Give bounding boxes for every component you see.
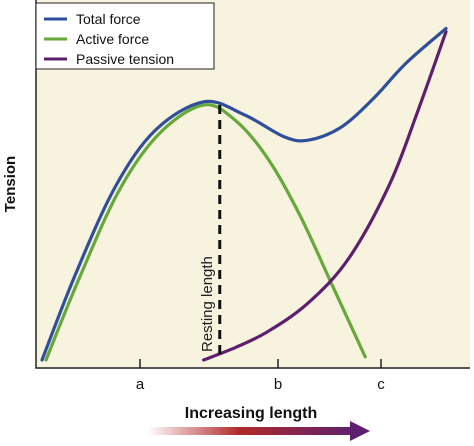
axes bbox=[35, 0, 470, 369]
x-tick-label: b bbox=[274, 376, 282, 393]
x-ticks: a b c bbox=[136, 359, 385, 393]
total-force-curve bbox=[40, 26, 448, 362]
active-force-curve bbox=[44, 103, 367, 362]
legend-label: Active force bbox=[76, 31, 149, 47]
y-axis-label: Tension bbox=[2, 156, 19, 212]
x-tick-label: c bbox=[377, 376, 385, 393]
resting-length-label: Resting length bbox=[199, 256, 216, 352]
legend-label: Total force bbox=[76, 11, 141, 27]
passive-tension-curve bbox=[202, 30, 448, 362]
legend: Total force Active force Passive tension bbox=[35, 2, 215, 70]
curves bbox=[40, 26, 448, 362]
legend-label: Passive tension bbox=[76, 51, 174, 67]
x-tick-label: a bbox=[136, 376, 145, 393]
x-axis-label: Increasing length bbox=[185, 405, 317, 422]
increasing-length-arrow bbox=[147, 421, 370, 441]
